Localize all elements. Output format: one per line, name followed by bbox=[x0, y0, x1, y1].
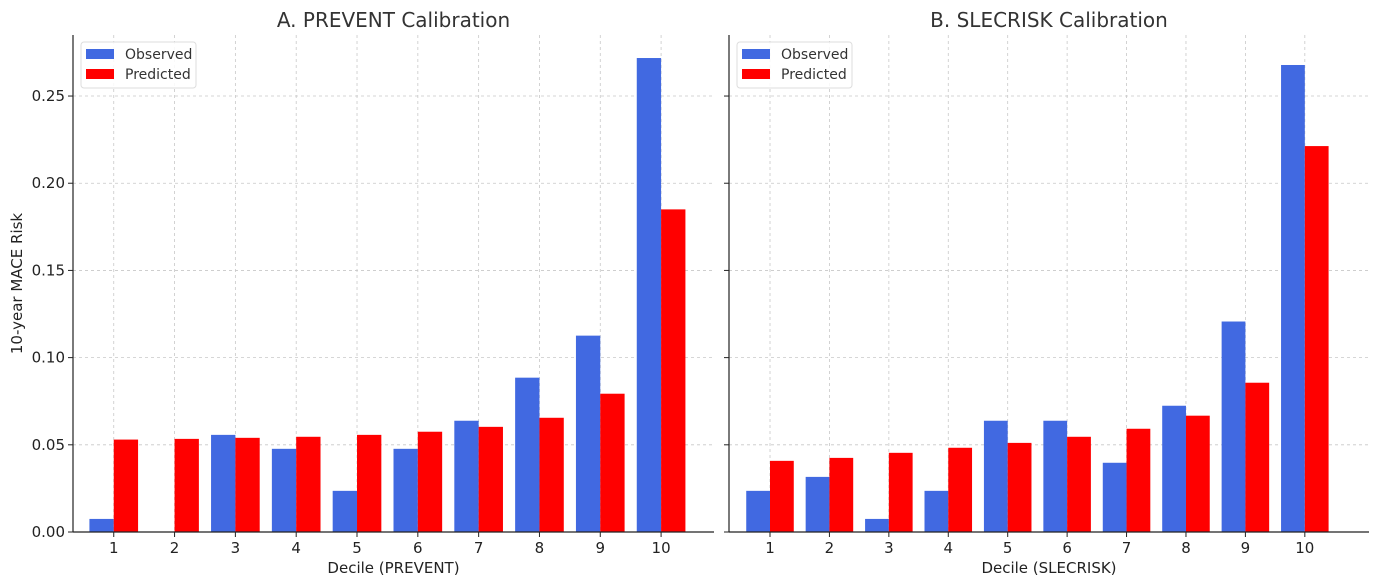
x-tick-label: 3 bbox=[231, 539, 241, 557]
bar-predicted-1 bbox=[113, 439, 139, 532]
x-tick-label: 1 bbox=[109, 539, 119, 557]
bar-observed-3 bbox=[211, 434, 236, 532]
bar-observed-5 bbox=[332, 490, 358, 532]
bar-observed-9 bbox=[1221, 321, 1246, 532]
bar-observed-6 bbox=[1043, 420, 1068, 532]
bar-observed-10 bbox=[1281, 64, 1305, 532]
panel-2: 1 2 3 4 5 6 7 8 9 10 B. SLECRISK Calibration Decile… bbox=[724, 8, 1369, 577]
bar-observed-1 bbox=[746, 490, 771, 532]
y-tick-label: 0.05 bbox=[32, 436, 65, 454]
bar-observed-3 bbox=[865, 518, 889, 532]
x-tick-label: 5 bbox=[352, 539, 362, 557]
legend: Observed Predicted bbox=[80, 41, 197, 89]
bar-predicted-7 bbox=[1126, 428, 1151, 532]
x-tick-label: 9 bbox=[596, 539, 606, 557]
bar-predicted-3 bbox=[888, 452, 913, 532]
bar-observed-4 bbox=[271, 448, 297, 532]
bar-observed-8 bbox=[1162, 405, 1186, 532]
bar-observed-7 bbox=[1102, 462, 1127, 532]
x-tick-label: 9 bbox=[1241, 539, 1251, 557]
legend-swatch-observed bbox=[742, 49, 770, 59]
bar-predicted-10 bbox=[661, 209, 686, 532]
panel-1: 0.00 0.05 0.10 0.15 0.20 0.25 1 2 3 4 5 6 7 8 9 10 A. PR… bbox=[8, 8, 714, 577]
x-tick-label: 8 bbox=[1181, 539, 1191, 557]
x-tick-label: 10 bbox=[1295, 539, 1314, 557]
x-tick-label: 1 bbox=[765, 539, 775, 557]
legend-swatch-predicted bbox=[86, 69, 114, 79]
x-tick-label: 4 bbox=[291, 539, 301, 557]
bar-predicted-1 bbox=[770, 460, 794, 532]
x-tick-label: 6 bbox=[413, 539, 423, 557]
bar-predicted-9 bbox=[600, 393, 625, 532]
x-axis-label: Decile (PREVENT) bbox=[327, 559, 459, 577]
bar-predicted-10 bbox=[1304, 146, 1329, 532]
x-tick-label: 5 bbox=[1003, 539, 1013, 557]
x-tick-label: 7 bbox=[1122, 539, 1132, 557]
bar-observed-6 bbox=[393, 448, 418, 532]
x-tick-label: 3 bbox=[884, 539, 894, 557]
x-tick-label: 7 bbox=[474, 539, 484, 557]
legend-swatch-predicted bbox=[742, 69, 770, 79]
bar-observed-8 bbox=[515, 377, 540, 532]
chart-title: A. PREVENT Calibration bbox=[277, 8, 510, 32]
chart-title: B. SLECRISK Calibration bbox=[930, 8, 1168, 32]
bar-observed-5 bbox=[983, 420, 1008, 532]
x-tick-label: 2 bbox=[170, 539, 180, 557]
x-tick-label: 4 bbox=[944, 539, 954, 557]
bar-observed-7 bbox=[454, 420, 479, 532]
x-tick-label: 10 bbox=[652, 539, 671, 557]
y-tick-label: 0.00 bbox=[32, 523, 65, 541]
legend-label-observed: Observed bbox=[125, 47, 192, 63]
bar-observed-10 bbox=[636, 58, 662, 532]
bar-predicted-4 bbox=[948, 447, 973, 532]
bar-observed-2 bbox=[805, 476, 830, 532]
bar-predicted-4 bbox=[296, 436, 321, 532]
legend-label-predicted: Predicted bbox=[125, 67, 191, 83]
y-tick-label: 0.10 bbox=[32, 349, 65, 367]
legend-label-observed: Observed bbox=[781, 47, 848, 63]
legend: Observed Predicted bbox=[736, 41, 853, 89]
bar-predicted-2 bbox=[174, 438, 199, 532]
bar-observed-9 bbox=[575, 335, 601, 532]
x-tick-label: 2 bbox=[825, 539, 835, 557]
bar-predicted-5 bbox=[1007, 442, 1032, 532]
bar-observed-1 bbox=[89, 518, 114, 532]
bar-predicted-7 bbox=[478, 426, 503, 532]
bar-predicted-8 bbox=[539, 417, 564, 532]
x-tick-label: 6 bbox=[1062, 539, 1072, 557]
y-tick-label: 0.20 bbox=[32, 174, 65, 192]
bar-predicted-6 bbox=[417, 431, 443, 532]
legend-swatch-observed bbox=[86, 49, 114, 59]
bar-predicted-2 bbox=[829, 457, 854, 532]
bar-predicted-3 bbox=[235, 437, 260, 532]
bar-observed-4 bbox=[924, 490, 949, 532]
x-tick-label: 8 bbox=[535, 539, 545, 557]
bar-predicted-8 bbox=[1185, 415, 1210, 532]
bar-predicted-5 bbox=[357, 434, 382, 532]
x-axis-label: Decile (SLECRISK) bbox=[981, 559, 1116, 577]
bar-predicted-6 bbox=[1067, 436, 1091, 532]
bar-predicted-9 bbox=[1245, 382, 1270, 532]
y-tick-label: 0.15 bbox=[32, 261, 65, 279]
legend-label-predicted: Predicted bbox=[781, 67, 847, 83]
y-tick-label: 0.25 bbox=[32, 87, 65, 105]
y-axis-label: 10-year MACE Risk bbox=[8, 213, 26, 355]
